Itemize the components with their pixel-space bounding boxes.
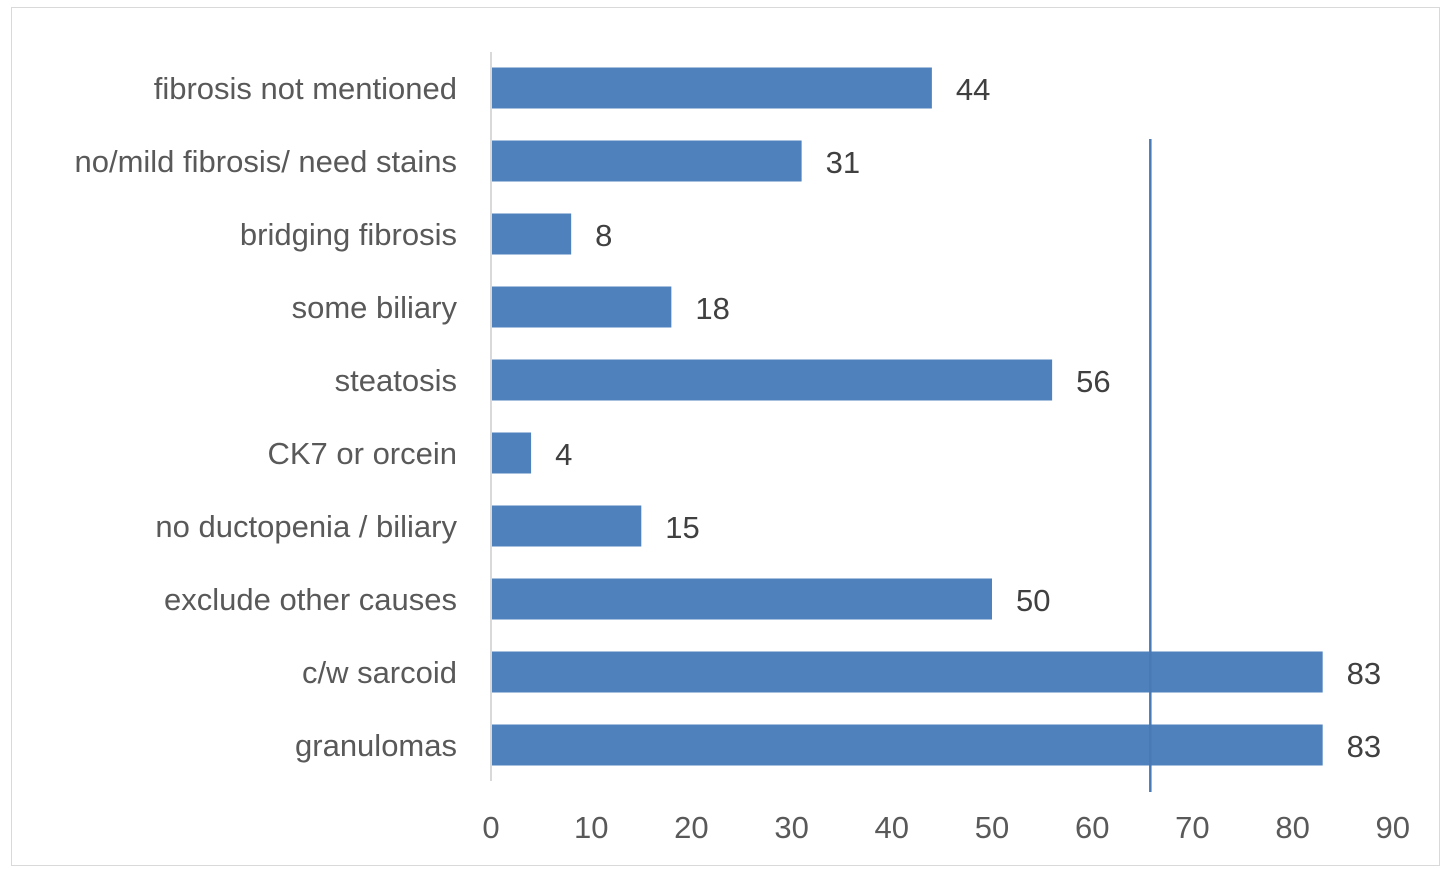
bar-some-biliary [492,286,672,328]
bar-bridging-fibrosis [492,213,572,255]
bar-no-mild-fibrosis-need-stains [492,140,802,182]
data-label-bridging-fibrosis: 8 [595,218,612,253]
category-label-granulomas: granulomas [295,728,457,763]
data-label-no-ductopenia-biliary: 15 [665,510,699,545]
bar-fibrosis-not-mentioned [492,67,932,109]
data-label-exclude-other-causes: 50 [1016,583,1050,618]
bar-exclude-other-causes [492,578,992,620]
category-label-ck7-or-orcein: CK7 or orcein [267,436,457,471]
bar-steatosis [492,359,1053,401]
category-label-exclude-other-causes: exclude other causes [164,582,457,617]
bar-ck7-or-orcein [492,432,532,474]
bar-no-ductopenia-biliary [492,505,642,547]
category-label-no-ductopenia-biliary: no ductopenia / biliary [155,509,457,544]
category-label-c-w-sarcoid: c/w sarcoid [302,655,457,690]
bar-c-w-sarcoid [492,651,1323,693]
x-tick-label: 20 [674,810,708,845]
x-tick-label: 50 [975,810,1009,845]
data-label-ck7-or-orcein: 4 [555,437,572,472]
category-label-some-biliary: some biliary [292,290,458,325]
data-label-no-mild-fibrosis-need-stains: 31 [826,145,860,180]
data-label-fibrosis-not-mentioned: 44 [956,72,990,107]
data-label-steatosis: 56 [1076,364,1110,399]
data-label-granulomas: 83 [1347,729,1381,764]
x-tick-label: 60 [1075,810,1109,845]
bar-granulomas [492,724,1323,766]
data-label-some-biliary: 18 [695,291,729,326]
x-tick-label: 30 [774,810,808,845]
category-label-bridging-fibrosis: bridging fibrosis [240,217,457,252]
data-label-c-w-sarcoid: 83 [1347,656,1381,691]
x-tick-label: 70 [1175,810,1209,845]
x-tick-label: 10 [574,810,608,845]
x-tick-label: 0 [482,810,499,845]
x-tick-label: 90 [1376,810,1410,845]
category-label-steatosis: steatosis [335,363,457,398]
category-label-fibrosis-not-mentioned: fibrosis not mentioned [154,71,457,106]
x-tick-label: 80 [1275,810,1309,845]
x-tick-label: 40 [875,810,909,845]
category-label-no-mild-fibrosis-need-stains: no/mild fibrosis/ need stains [74,144,457,179]
